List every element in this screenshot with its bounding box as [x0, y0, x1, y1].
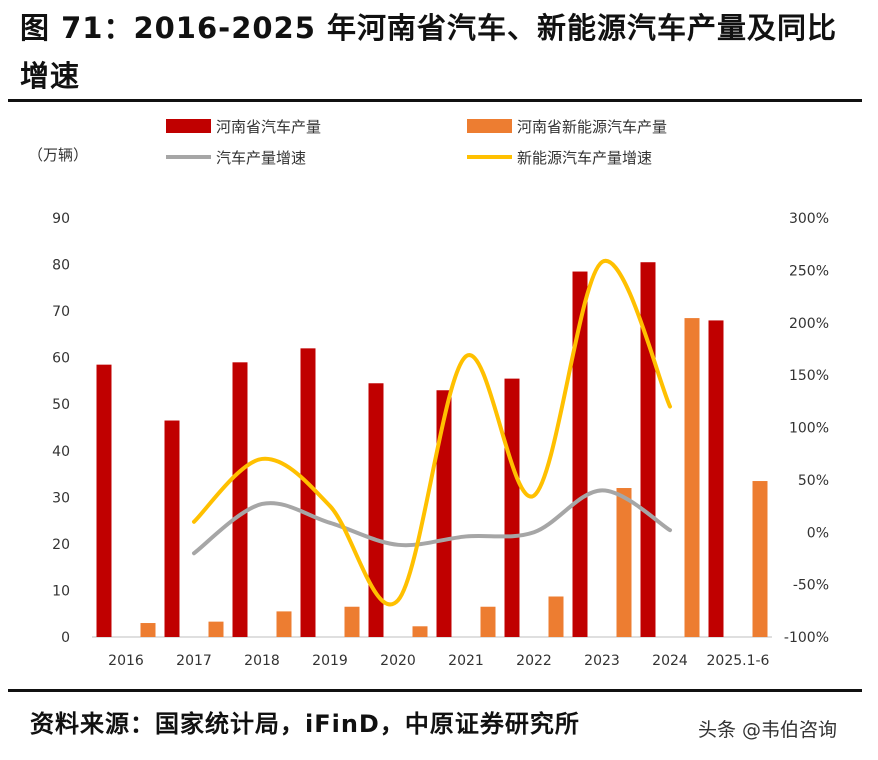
y-left-tick-label: 40	[52, 444, 70, 460]
nev-production-bar	[616, 488, 632, 637]
x-tick-label: 2018	[244, 653, 280, 669]
bottom-rule	[8, 689, 862, 692]
y-left-tick-label: 90	[52, 211, 70, 227]
x-tick-label: 2020	[380, 653, 416, 669]
auto-production-bar	[640, 262, 656, 637]
legend-label-nev-production: 河南省新能源汽车产量	[517, 118, 667, 136]
y-right-tick-label: 300%	[789, 211, 829, 227]
auto-production-bar	[96, 364, 112, 637]
y-left-tick-label: 80	[52, 258, 70, 274]
y-right-tick-label: 100%	[789, 421, 829, 437]
y-left-tick-label: 0	[61, 630, 70, 646]
y-right-tick-label: -100%	[784, 630, 829, 646]
auto-production-bar	[504, 378, 520, 637]
auto-production-bar	[300, 348, 316, 637]
source-note: 资料来源：国家统计局，iFinD，中原证券研究所	[30, 710, 580, 738]
nev-production-bar	[548, 596, 564, 637]
legend-swatch-auto-production	[166, 119, 211, 133]
nev-production-bar	[140, 623, 156, 637]
nev-production-bar	[208, 621, 224, 637]
auto-production-bar	[708, 320, 724, 637]
legend-label-auto-growth: 汽车产量增速	[216, 149, 306, 167]
auto-production-bar	[368, 383, 384, 637]
y-left-tick-label: 50	[52, 397, 70, 413]
x-tick-label: 2024	[652, 653, 688, 669]
x-tick-label: 2023	[584, 653, 620, 669]
auto-production-bar	[164, 420, 180, 637]
x-tick-label: 2021	[448, 653, 484, 669]
watermark: 头条 @韦伯咨询	[698, 719, 838, 741]
auto-production-bar	[572, 271, 588, 637]
y-left-tick-label: 70	[52, 304, 70, 320]
y-right-tick-label: 150%	[789, 368, 829, 384]
left-axis-unit: （万辆）	[28, 146, 88, 164]
auto-production-bar	[436, 390, 452, 637]
y-left-tick-label: 60	[52, 351, 70, 367]
y-right-tick-label: 250%	[789, 263, 829, 279]
y-left-tick-label: 20	[52, 537, 70, 553]
nev-production-bar	[684, 318, 700, 637]
auto-production-bar	[232, 362, 248, 637]
auto-growth-line	[192, 488, 672, 556]
x-tick-label: 2017	[176, 653, 212, 669]
legend-label-auto-production: 河南省汽车产量	[216, 118, 321, 136]
y-right-tick-label: 200%	[789, 316, 829, 332]
y-left-tick-label: 10	[52, 583, 70, 599]
y-right-tick-label: -50%	[793, 578, 829, 594]
legend-swatch-nev-production	[467, 119, 512, 133]
x-tick-label: 2016	[108, 653, 144, 669]
y-right-tick-label: 0%	[807, 525, 829, 541]
x-tick-label: 2022	[516, 653, 552, 669]
nev-growth-line	[192, 259, 672, 607]
chart-title: 图 71：2016-2025 年河南省汽车、新能源汽车产量及同比增速	[20, 11, 838, 93]
y-right-tick-label: 50%	[798, 473, 829, 489]
y-left-tick-label: 30	[52, 490, 70, 506]
nev-production-bar	[752, 481, 768, 637]
top-rule	[8, 99, 862, 102]
x-tick-label: 2025.1-6	[707, 653, 770, 669]
x-tick-label: 2019	[312, 653, 348, 669]
legend-label-nev-growth: 新能源汽车产量增速	[517, 149, 652, 167]
nev-production-bar	[412, 626, 428, 637]
nev-production-bar	[276, 611, 292, 637]
nev-production-bar	[344, 606, 360, 637]
nev-production-bar	[480, 606, 496, 637]
